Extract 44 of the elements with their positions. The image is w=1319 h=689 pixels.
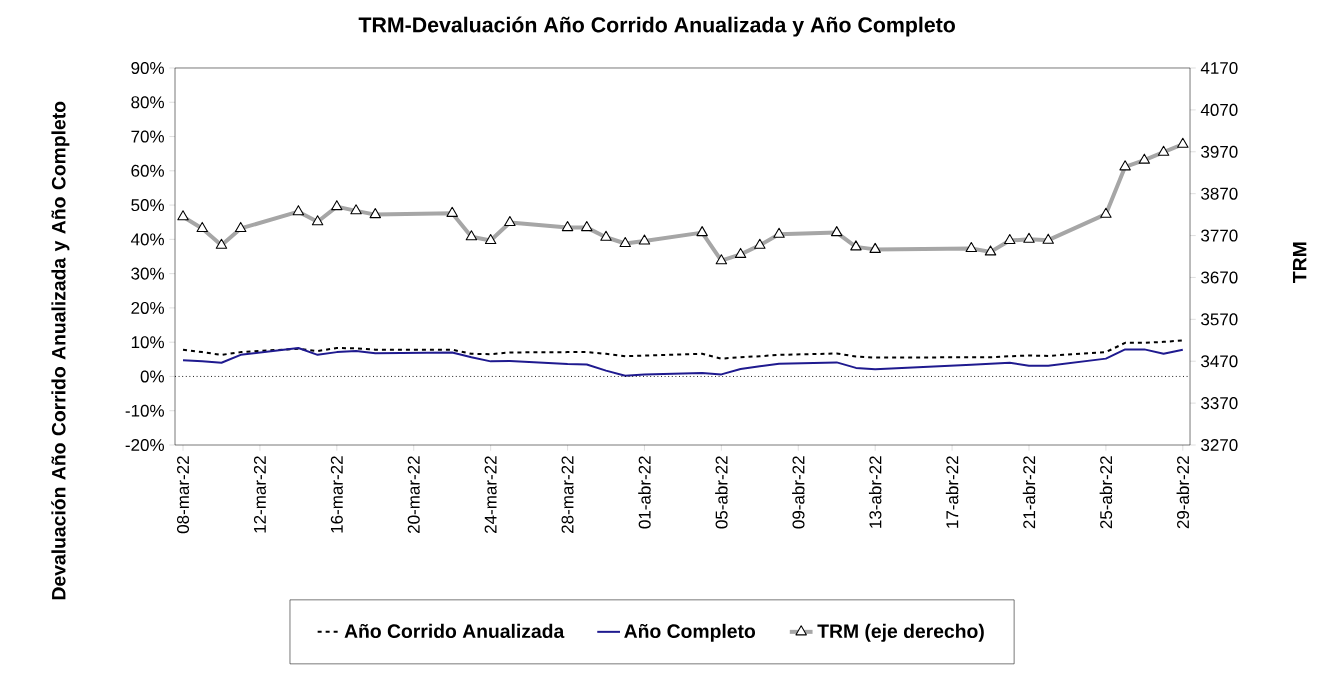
y-tick-label: 80% (131, 96, 164, 109)
x-tick-label: 05-abr-22 (715, 456, 728, 529)
y2-tick-label: 3770 (1201, 229, 1238, 242)
x-tick-label: 01-abr-22 (638, 456, 651, 529)
y-tick-label: 90% (131, 61, 164, 75)
x-tick-label: 13-abr-22 (868, 456, 882, 528)
y2-tick-label: 3670 (1201, 271, 1238, 284)
line-series (182, 339, 1184, 360)
x-tick-label: 09-abr-22 (792, 456, 805, 529)
legend-label: TRM (eje derecho) (817, 623, 984, 642)
legend-label: Año Completo (624, 623, 756, 642)
x-tick-label: 16-mar-22 (330, 456, 343, 533)
x-tick-label: 08-mar-22 (176, 456, 190, 534)
y-tick-label: 40% (130, 233, 164, 246)
y-tick-label: 50% (131, 199, 164, 212)
x-tick-label: 20-mar-22 (407, 456, 420, 533)
y-tick-label: 30% (131, 267, 164, 280)
y2-tick-label: 3870 (1201, 187, 1238, 200)
x-tick-label: 21-abr-22 (1022, 456, 1036, 529)
x-tick-label: 24-mar-22 (484, 456, 497, 533)
y-tick-label: 10% (131, 336, 164, 349)
legend-label: Año Corrido Anualizada (344, 623, 565, 639)
y2-tick-label: 3570 (1201, 313, 1238, 326)
y2-tick-label: 4070 (1200, 103, 1238, 116)
x-tick-label: 17-abr-22 (945, 456, 959, 528)
y2-tick-label: 3270 (1201, 438, 1238, 452)
y2-tick-label: 4170 (1200, 61, 1238, 75)
y2-tick-label: 3970 (1201, 145, 1238, 158)
y-tick-label: -10% (125, 404, 164, 417)
y-tick-label: -20% (125, 438, 164, 452)
y-tick-label: 0% (140, 370, 164, 383)
y2-tick-label: 3470 (1201, 355, 1238, 368)
y-tick-label: 70% (131, 130, 164, 143)
y-tick-label: 20% (131, 301, 164, 314)
line-series (182, 347, 1184, 377)
x-tick-label: 29-abr-22 (1176, 456, 1190, 529)
y2-tick-label: 3370 (1201, 397, 1238, 410)
chart-title: TRM-Devaluación Año Corrido Anualizada y Año Completo (358, 16, 955, 37)
x-tick-label: 28-mar-22 (561, 456, 574, 533)
y-axis-title: Devaluación Año Corrido Anualizada y Año Completo (51, 101, 70, 600)
y2-axis-title: TRM (1292, 242, 1307, 283)
y-tick-label: 60% (131, 164, 164, 177)
x-tick-label: 25-abr-22 (1099, 456, 1113, 529)
x-tick-label: 12-mar-22 (253, 456, 266, 533)
